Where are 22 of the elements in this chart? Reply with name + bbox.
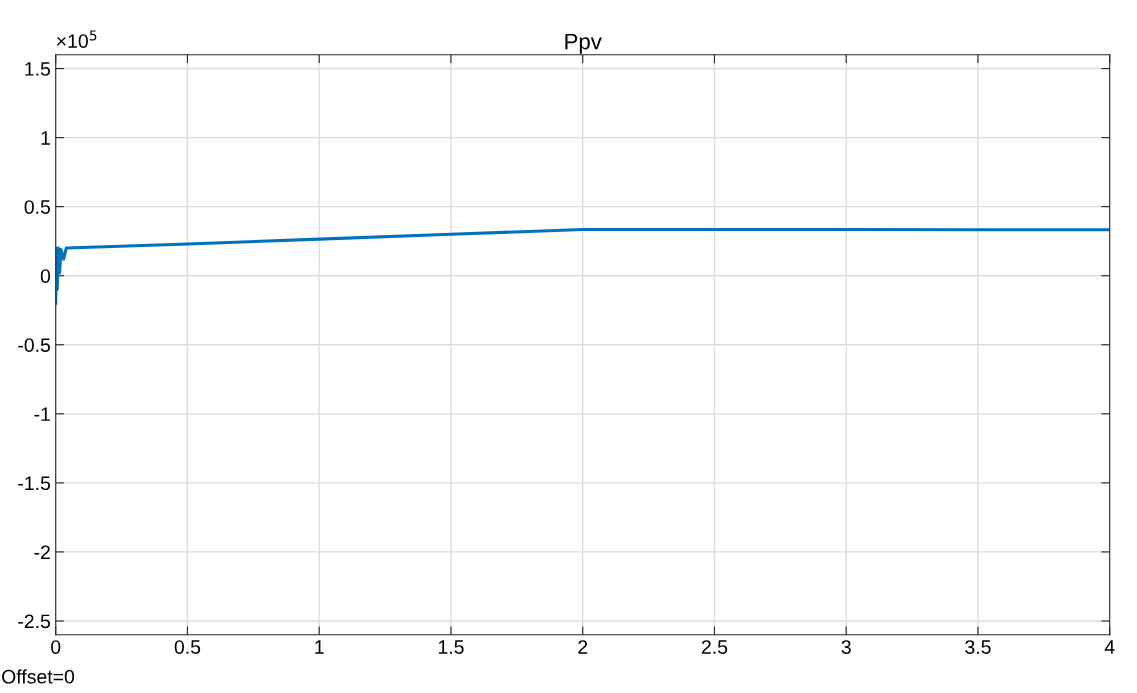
- x-tick-label: 1: [315, 640, 324, 654]
- y-tick-label: -2.5: [18, 614, 51, 629]
- y-tick-label: 0: [40, 269, 51, 283]
- x-tick-label: 1.5: [438, 640, 464, 654]
- text: Offset=0: [2, 669, 75, 684]
- y-tick-label: 1.5: [25, 62, 51, 76]
- x-tick-label: 3: [841, 640, 851, 654]
- x-tick-label: 4: [1104, 640, 1115, 654]
- text: ×10$^{5}$: [57, 30, 97, 48]
- x-tick-label: 2.5: [701, 640, 728, 654]
- y-tick-label: -1.5: [18, 476, 51, 491]
- y-tick-label: -2: [34, 545, 50, 559]
- chart-title: Ppv: [565, 33, 602, 54]
- y-tick-label: 0.5: [24, 200, 51, 214]
- line-series: [55, 227, 1110, 305]
- y-tick-label: -0.5: [18, 338, 51, 352]
- y-tick-label: 1: [41, 131, 50, 145]
- x-tick-label: 0.5: [174, 640, 201, 654]
- x-tick-label: 2: [578, 640, 588, 654]
- x-tick-label: 0: [51, 640, 61, 654]
- x-tick-label: 3.5: [965, 640, 991, 654]
- y-tick-label: -1: [34, 407, 50, 421]
